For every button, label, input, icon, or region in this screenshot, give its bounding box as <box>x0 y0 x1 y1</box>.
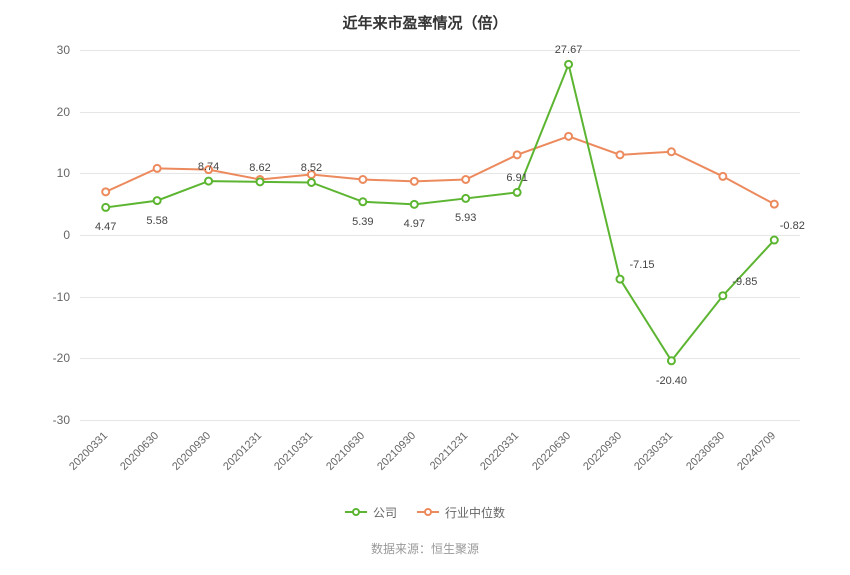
data-label: 5.58 <box>146 215 167 227</box>
series-marker <box>668 148 675 155</box>
series-marker <box>154 165 161 172</box>
x-tick-label: 20210930 <box>375 430 418 473</box>
y-tick-label: 30 <box>57 43 80 57</box>
data-label: 6.91 <box>506 172 527 184</box>
series-marker <box>617 151 624 158</box>
plot-area: -30-20-100102030 4.475.588.748.628.525.3… <box>80 50 800 420</box>
data-label: 8.74 <box>198 161 219 173</box>
series-marker <box>719 173 726 180</box>
series-marker <box>514 151 521 158</box>
x-tick-label: 20220331 <box>478 430 521 473</box>
x-tick-label: 20220630 <box>530 430 573 473</box>
data-label: 8.52 <box>301 162 322 174</box>
y-tick-label: -30 <box>53 413 80 427</box>
series-marker <box>668 357 675 364</box>
series-marker <box>308 179 315 186</box>
series-marker <box>771 237 778 244</box>
legend-item[interactable]: 行业中位数 <box>417 504 505 521</box>
legend-marker-circle-icon <box>352 508 360 516</box>
legend-label: 行业中位数 <box>445 504 505 521</box>
series-marker <box>102 204 109 211</box>
data-label: 5.39 <box>352 216 373 228</box>
series-marker <box>359 176 366 183</box>
series-marker <box>617 276 624 283</box>
y-tick-label: -10 <box>53 290 80 304</box>
y-tick-label: 0 <box>63 228 80 242</box>
x-tick-label: 20220930 <box>581 430 624 473</box>
legend-marker-line-icon <box>417 511 439 513</box>
x-tick-label: 20210331 <box>273 430 316 473</box>
data-label: 5.93 <box>455 212 476 224</box>
data-label: -20.40 <box>656 375 687 387</box>
series-marker <box>462 195 469 202</box>
data-label: 8.62 <box>249 162 270 174</box>
chart-svg <box>80 50 800 420</box>
series-marker <box>154 197 161 204</box>
chart-title: 近年来市盈率情况（倍） <box>0 12 850 33</box>
series-marker <box>359 198 366 205</box>
data-label: -9.85 <box>732 276 757 288</box>
y-tick-label: -20 <box>53 351 80 365</box>
series-marker <box>411 201 418 208</box>
y-tick-label: 20 <box>57 105 80 119</box>
series-marker <box>719 292 726 299</box>
series-marker <box>411 178 418 185</box>
x-tick-label: 20230331 <box>633 430 676 473</box>
series-marker <box>205 178 212 185</box>
legend-item[interactable]: 公司 <box>345 504 397 521</box>
series-marker <box>257 178 264 185</box>
x-tick-label: 20210630 <box>324 430 367 473</box>
series-line <box>106 64 775 360</box>
legend-marker-line-icon <box>345 511 367 513</box>
series-marker <box>102 188 109 195</box>
chart-container: 近年来市盈率情况（倍） -30 -20 -10 0 10 20 30 4.47 5.58 8.7… <box>0 0 850 575</box>
x-tick-label: 20201231 <box>221 430 264 473</box>
series-marker <box>565 61 572 68</box>
x-tick-label: 20200331 <box>67 430 110 473</box>
data-label: -7.15 <box>629 259 654 271</box>
x-tick-label: 20211231 <box>427 430 470 473</box>
data-label: 4.97 <box>404 218 425 230</box>
x-tick-label: 20200630 <box>118 430 161 473</box>
series-marker <box>771 201 778 208</box>
x-axis: 2020033120200630202009302020123120210331… <box>80 420 800 490</box>
legend: 公司 行业中位数 <box>0 500 850 521</box>
legend-label: 公司 <box>373 504 397 521</box>
series-marker <box>514 189 521 196</box>
x-tick-label: 20200930 <box>170 430 213 473</box>
x-tick-label: 20240709 <box>735 430 778 473</box>
data-label: 4.47 <box>95 221 116 233</box>
series-marker <box>462 176 469 183</box>
series-marker <box>565 133 572 140</box>
data-label: -0.82 <box>780 220 805 232</box>
legend-marker-circle-icon <box>424 508 432 516</box>
chart-footnote: 数据来源：恒生聚源 <box>0 540 850 557</box>
data-label: 27.67 <box>555 44 583 56</box>
x-tick-label: 20230630 <box>684 430 727 473</box>
y-tick-label: 10 <box>57 166 80 180</box>
